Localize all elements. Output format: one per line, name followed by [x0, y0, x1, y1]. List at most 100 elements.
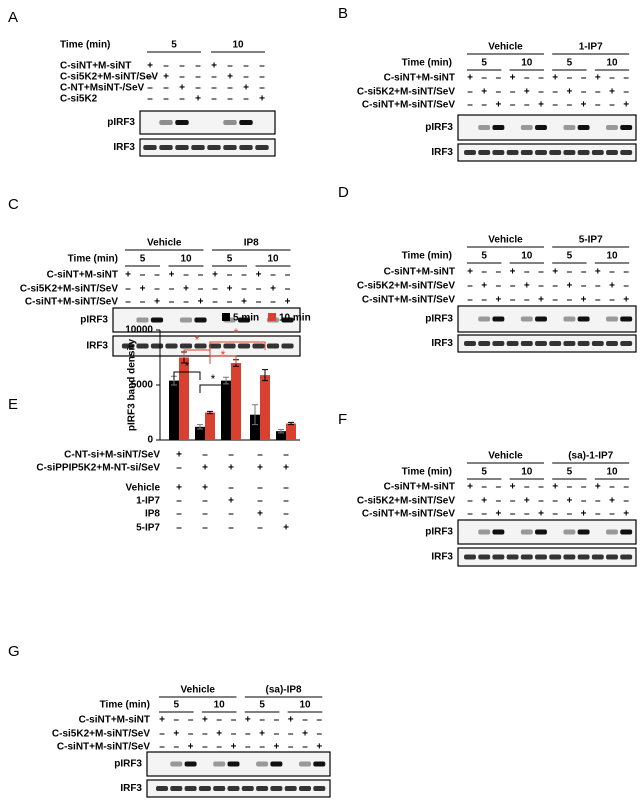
- row-label: C-si5K2+M-siNT/SeV: [357, 281, 455, 292]
- band: [478, 341, 491, 346]
- row-label: C-siNT+M-siNT: [47, 270, 118, 281]
- time-value: 5: [259, 700, 265, 711]
- lane-sign: –: [288, 729, 294, 740]
- lane-sign: –: [524, 482, 530, 493]
- lane-sign: –: [183, 297, 189, 308]
- lane-sign: –: [538, 267, 544, 278]
- lane-sign: –: [552, 281, 558, 292]
- condition-sign: +: [202, 463, 208, 474]
- lane-sign: +: [241, 297, 247, 308]
- condition-sign: –: [228, 523, 234, 534]
- lane-sign: –: [581, 87, 587, 98]
- lane-sign: +: [259, 729, 265, 740]
- lane-sign: +: [609, 87, 615, 98]
- lane-sign: +: [467, 267, 473, 278]
- lane-sign: –: [125, 284, 131, 295]
- lane-sign: –: [481, 73, 487, 84]
- lane-sign: –: [467, 100, 473, 111]
- lane-sign: –: [623, 281, 629, 292]
- band: [563, 529, 576, 535]
- lane-sign: +: [154, 297, 160, 308]
- condition-sign: –: [202, 523, 208, 534]
- panel-letter: G: [8, 643, 20, 660]
- band: [284, 786, 297, 791]
- band: [223, 145, 237, 150]
- lane-sign: +: [566, 87, 572, 98]
- lane-sign: –: [274, 729, 280, 740]
- lane-sign: +: [216, 729, 222, 740]
- lane-sign: +: [163, 72, 169, 83]
- lane-sign: –: [552, 87, 558, 98]
- band: [184, 786, 197, 791]
- lane-sign: +: [609, 281, 615, 292]
- lane-sign: –: [581, 496, 587, 507]
- condition-label: IP8: [145, 509, 160, 520]
- lane-sign: –: [538, 73, 544, 84]
- blot-label: IRF3: [120, 783, 142, 794]
- band: [198, 786, 211, 791]
- lane-sign: –: [285, 270, 291, 281]
- band: [256, 761, 269, 767]
- lane-sign: –: [552, 496, 558, 507]
- lane-sign: +: [159, 715, 165, 726]
- band: [520, 125, 533, 130]
- lane-sign: +: [227, 72, 233, 83]
- band: [577, 529, 590, 535]
- y-tick-label: 0: [147, 435, 153, 446]
- band: [223, 120, 237, 125]
- condition-sign: –: [202, 450, 208, 461]
- lane-sign: –: [467, 87, 473, 98]
- lane-sign: –: [198, 284, 204, 295]
- lane-sign: +: [481, 87, 487, 98]
- time-value: 10: [521, 467, 533, 478]
- lane-sign: +: [581, 100, 587, 111]
- band: [170, 786, 183, 791]
- band: [179, 343, 193, 349]
- condition-sign: –: [283, 509, 289, 520]
- row-label: C-NT+MsiNT-/SeV: [60, 83, 145, 94]
- time-value: 5: [227, 254, 233, 265]
- blot-label: IRF3: [431, 338, 453, 349]
- lane-sign: +: [566, 496, 572, 507]
- time-value: 10: [606, 58, 618, 69]
- band: [620, 529, 633, 535]
- lane-sign: –: [259, 83, 265, 94]
- condition-sign: +: [176, 450, 182, 461]
- band: [227, 761, 240, 767]
- band: [577, 341, 590, 346]
- lane-sign: –: [140, 270, 146, 281]
- row-label: C-si5K2+M-siNT/SeV: [52, 729, 150, 740]
- y-tick-label: 10000: [125, 325, 153, 336]
- condition-sign: –: [202, 509, 208, 520]
- lane-sign: –: [524, 509, 530, 520]
- band: [535, 554, 547, 560]
- row-label: C-siNT+M-siNT: [384, 482, 455, 493]
- lane-sign: –: [245, 729, 251, 740]
- time-value: 5: [567, 58, 573, 69]
- significance-bracket: [209, 355, 237, 364]
- lane-sign: –: [211, 94, 217, 105]
- lane-sign: +: [183, 284, 189, 295]
- lane-sign: +: [302, 729, 308, 740]
- band: [159, 145, 173, 150]
- band: [478, 554, 491, 560]
- band: [213, 761, 226, 767]
- lane-sign: +: [212, 270, 218, 281]
- band: [213, 786, 226, 791]
- time-value: 10: [521, 251, 533, 262]
- lane-sign: –: [538, 496, 544, 507]
- lane-sign: –: [259, 742, 265, 753]
- lane-sign: –: [510, 496, 516, 507]
- row-label: C-si5K2+M-siNT/SeV: [357, 496, 455, 507]
- lane-sign: –: [159, 729, 165, 740]
- lane-sign: –: [510, 509, 516, 520]
- lane-sign: –: [481, 295, 487, 306]
- significance-bracket: [199, 384, 227, 393]
- lane-sign: –: [552, 100, 558, 111]
- lane-sign: +: [202, 715, 208, 726]
- time-value: 5: [171, 40, 177, 51]
- lane-sign: –: [147, 72, 153, 83]
- band: [270, 786, 283, 791]
- time-value: 10: [267, 254, 279, 265]
